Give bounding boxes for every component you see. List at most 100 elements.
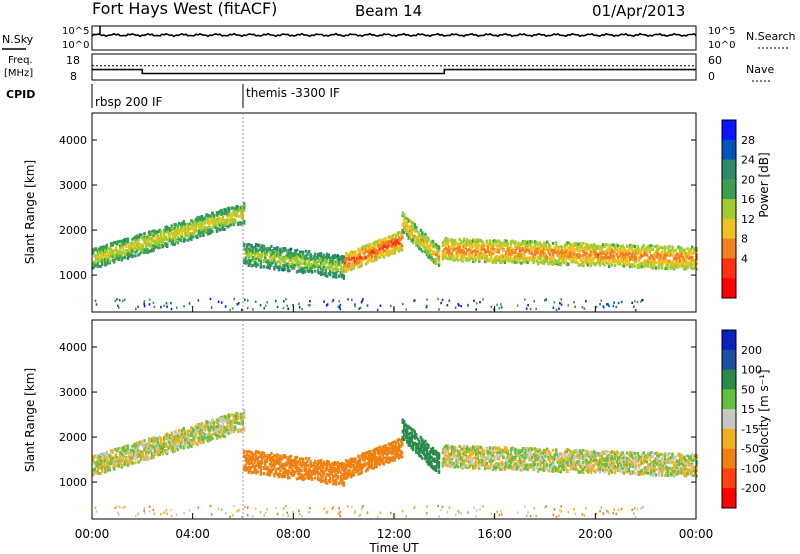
power-cell xyxy=(345,265,348,269)
power-cell xyxy=(215,218,219,222)
power-cell xyxy=(427,236,430,240)
power-cell xyxy=(144,241,148,245)
velocity-cell xyxy=(166,444,169,448)
velocity-cell xyxy=(129,448,133,452)
power-cell xyxy=(364,244,368,248)
power-cell xyxy=(283,267,287,271)
power-cell xyxy=(399,246,402,250)
power-cell xyxy=(482,248,485,251)
power-cell xyxy=(558,245,561,249)
power-cell xyxy=(187,229,190,233)
power-cell xyxy=(149,249,152,253)
power-cell xyxy=(390,244,393,247)
power-speckle xyxy=(560,303,563,306)
power-cell xyxy=(214,223,217,227)
power-cell xyxy=(481,245,484,249)
power-cell xyxy=(178,222,181,226)
power-cell xyxy=(335,262,338,266)
power-cell xyxy=(200,222,204,225)
power-cell xyxy=(603,244,606,248)
power-cell xyxy=(691,252,694,256)
power-cell xyxy=(403,231,406,234)
power-cell xyxy=(393,251,396,255)
power-speckle xyxy=(581,306,584,309)
power-cell xyxy=(603,263,606,267)
power-cell xyxy=(410,232,413,236)
power-cell xyxy=(310,257,314,261)
power-cell xyxy=(243,259,246,263)
power-cell xyxy=(508,246,511,250)
colorbar-swatch xyxy=(722,238,736,259)
power-cell xyxy=(369,243,372,246)
power-cell xyxy=(609,247,612,251)
power-cell xyxy=(515,256,519,260)
velocity-cell xyxy=(131,444,134,448)
power-cell xyxy=(484,252,487,256)
velocity-cell xyxy=(105,462,108,466)
power-cell xyxy=(393,233,396,237)
power-cell xyxy=(541,260,544,264)
power-cell xyxy=(639,253,642,257)
power-cell xyxy=(345,252,348,255)
power-cell xyxy=(403,213,406,217)
power-cell xyxy=(624,262,627,265)
power-cell xyxy=(447,245,451,249)
velocity-cell xyxy=(203,436,207,440)
power-cell xyxy=(280,256,284,260)
power-cell xyxy=(360,247,363,251)
power-cell xyxy=(609,261,612,265)
power-cell xyxy=(354,260,357,264)
power-cell xyxy=(116,240,119,244)
velocity-cell xyxy=(138,450,142,454)
power-speckle xyxy=(460,304,462,308)
velocity-cell xyxy=(279,454,282,458)
power-speckle xyxy=(332,299,335,302)
velocity-cell xyxy=(167,437,170,441)
power-cell xyxy=(282,247,285,250)
power-cell xyxy=(101,253,104,256)
power-cell xyxy=(617,255,620,259)
velocity-cell xyxy=(185,437,188,441)
power-cell xyxy=(455,253,458,256)
power-cell xyxy=(191,220,195,224)
power-cell xyxy=(150,237,154,240)
power-cell xyxy=(378,238,381,242)
velocity-cell xyxy=(178,436,181,440)
power-cell xyxy=(256,263,259,267)
power-speckle xyxy=(246,299,249,302)
power-cell xyxy=(490,257,493,261)
power-cell xyxy=(167,233,170,237)
velocity-cell xyxy=(102,452,105,456)
power-cell xyxy=(544,260,547,264)
velocity-cell xyxy=(176,448,179,452)
power-cell xyxy=(627,249,630,253)
power-cell xyxy=(283,264,287,268)
power-cell xyxy=(473,259,476,263)
power-cell xyxy=(601,243,605,247)
power-cell xyxy=(600,248,603,252)
power-cell xyxy=(220,227,223,231)
power-cell xyxy=(604,250,608,254)
velocity-cell xyxy=(271,463,275,467)
power-cell xyxy=(367,243,371,247)
power-cell xyxy=(303,270,306,274)
velocity-cell xyxy=(218,417,222,421)
power-cell xyxy=(461,251,464,255)
power-cell xyxy=(372,250,375,254)
power-speckle xyxy=(236,303,239,306)
power-cell xyxy=(339,255,342,259)
velocity-cell xyxy=(256,458,259,462)
power-cell xyxy=(247,247,250,251)
power-cell xyxy=(329,258,332,262)
power-cell xyxy=(526,260,529,264)
power-cell xyxy=(217,211,220,215)
velocity-cell xyxy=(203,423,207,427)
power-cell xyxy=(459,250,463,254)
power-cell xyxy=(288,255,291,259)
power-cell xyxy=(134,246,137,250)
velocity-cell xyxy=(264,463,267,467)
power-cell xyxy=(604,261,608,264)
power-cell xyxy=(610,249,614,253)
power-cell xyxy=(642,244,645,248)
power-cell xyxy=(324,268,327,272)
